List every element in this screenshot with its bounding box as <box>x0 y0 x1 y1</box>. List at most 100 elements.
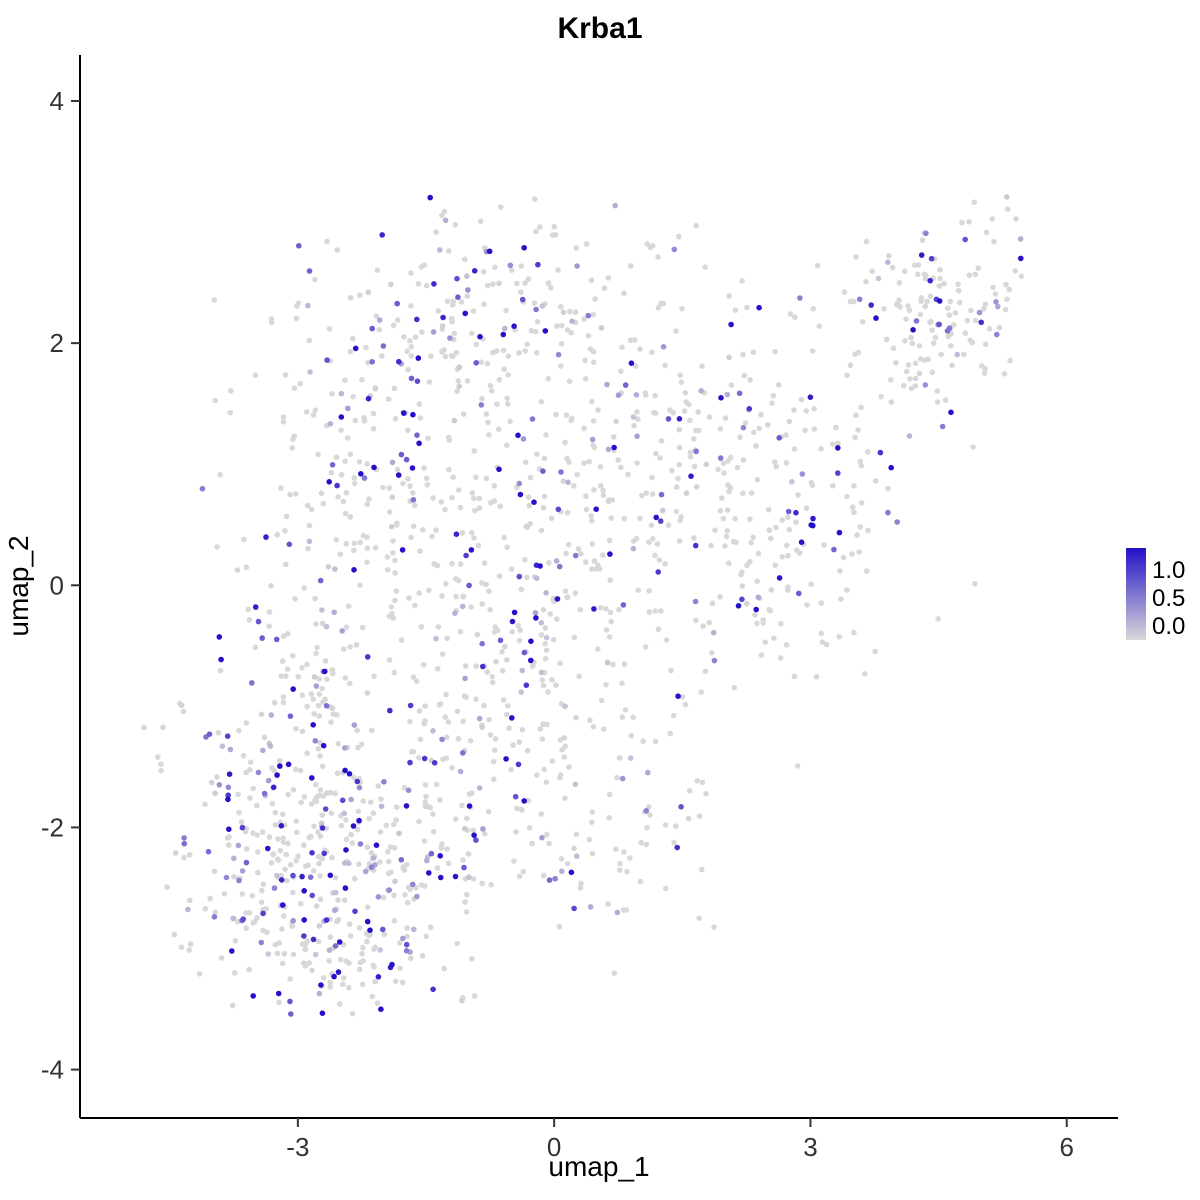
data-point <box>444 635 451 642</box>
data-point <box>1018 255 1024 262</box>
data-point <box>380 926 386 933</box>
data-point <box>338 472 345 478</box>
data-point <box>225 796 231 803</box>
data-point <box>726 488 732 495</box>
data-point <box>982 301 989 308</box>
data-point <box>540 606 547 613</box>
data-point <box>239 868 246 874</box>
data-point <box>742 420 749 426</box>
data-point <box>496 376 503 383</box>
data-point <box>706 414 713 421</box>
data-point <box>590 311 596 318</box>
data-point <box>663 637 670 643</box>
data-point <box>590 418 597 424</box>
data-point <box>863 278 869 285</box>
data-point <box>665 522 672 528</box>
data-point <box>858 404 864 411</box>
data-point <box>1001 371 1008 377</box>
data-point <box>468 604 474 610</box>
data-point <box>538 811 544 817</box>
data-point <box>351 774 357 781</box>
data-point <box>309 967 315 974</box>
data-point <box>416 818 422 825</box>
data-point <box>748 490 755 496</box>
data-point <box>537 726 544 732</box>
data-point <box>457 504 464 511</box>
data-point <box>589 819 595 825</box>
data-point <box>355 744 361 751</box>
data-point <box>717 426 724 432</box>
data-point <box>396 358 402 365</box>
data-point <box>857 524 864 530</box>
data-point <box>303 409 310 415</box>
data-point <box>750 534 756 541</box>
data-point <box>754 476 761 483</box>
data-point <box>671 839 677 846</box>
data-point <box>255 869 261 876</box>
data-point <box>331 609 338 616</box>
data-point <box>423 475 430 482</box>
data-point <box>276 999 282 1006</box>
data-point <box>516 873 523 880</box>
data-point <box>847 362 854 369</box>
data-point <box>486 432 492 438</box>
data-point <box>360 798 367 804</box>
data-point <box>310 936 317 943</box>
data-point <box>849 504 856 510</box>
data-point <box>266 623 273 629</box>
data-point <box>394 317 401 323</box>
data-point <box>316 713 323 719</box>
data-point <box>534 575 540 582</box>
data-point <box>572 309 579 315</box>
data-point <box>644 824 650 831</box>
data-point <box>316 923 323 929</box>
data-point <box>503 307 510 314</box>
data-point <box>408 375 415 382</box>
data-point <box>418 624 425 630</box>
data-point <box>324 238 330 245</box>
data-point <box>403 803 410 809</box>
data-point <box>476 495 483 502</box>
data-point <box>720 460 727 467</box>
data-point <box>574 471 580 478</box>
data-point <box>480 269 487 275</box>
data-point <box>405 476 411 482</box>
data-point <box>893 301 900 308</box>
data-point <box>523 682 530 688</box>
data-point <box>186 897 193 904</box>
data-point <box>785 514 791 520</box>
data-point <box>290 917 297 924</box>
data-point <box>305 302 311 309</box>
data-point <box>558 856 565 862</box>
data-point <box>243 925 249 931</box>
data-point <box>408 270 414 276</box>
data-point <box>423 793 429 800</box>
data-point <box>522 556 528 563</box>
data-point <box>417 548 423 554</box>
data-point <box>807 394 814 401</box>
data-point <box>217 667 224 674</box>
data-point <box>277 763 283 769</box>
data-point <box>541 766 547 773</box>
data-point <box>449 560 455 567</box>
data-point <box>906 433 913 439</box>
data-point <box>663 885 669 892</box>
data-point <box>346 771 353 777</box>
data-point <box>517 627 523 633</box>
data-point <box>316 860 322 867</box>
data-point <box>702 668 709 675</box>
data-point <box>950 322 957 328</box>
data-point <box>348 831 354 838</box>
data-point <box>466 803 473 809</box>
data-point <box>409 490 416 496</box>
color-legend: 1.0 0.5 0.0 <box>1126 548 1185 640</box>
data-point <box>229 948 235 954</box>
data-point <box>283 851 290 858</box>
data-point <box>813 674 820 680</box>
data-point <box>588 513 594 519</box>
data-point <box>476 715 483 722</box>
data-point <box>296 243 302 249</box>
data-point <box>426 870 432 876</box>
data-point <box>605 275 612 281</box>
data-point <box>392 416 399 422</box>
